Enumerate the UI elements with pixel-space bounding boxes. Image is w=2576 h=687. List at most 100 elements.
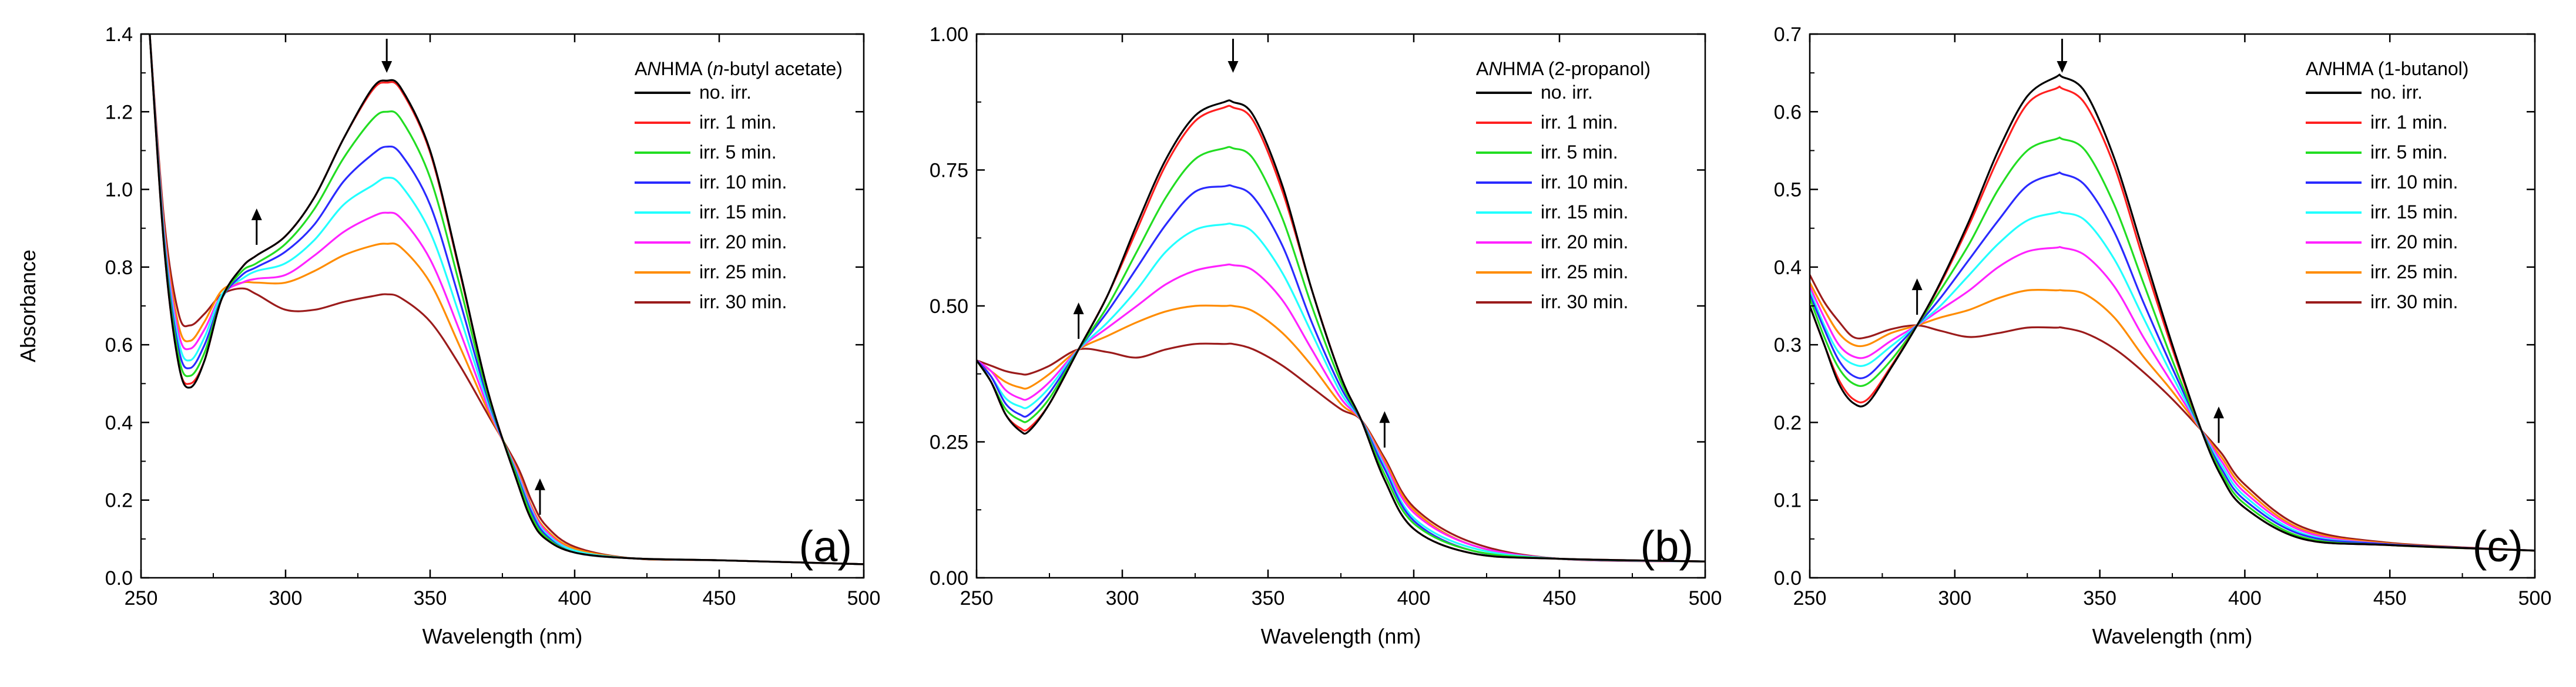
series-line-0: [1810, 73, 2535, 552]
arrow-down-icon: [2057, 39, 2068, 73]
series-line-7: [1810, 274, 2535, 552]
series-line-6: [1810, 282, 2535, 552]
legend-label: irr. 5 min.: [2370, 142, 2448, 163]
legend-label: irr. 1 min.: [2370, 112, 2448, 133]
x-tick-label: 400: [2228, 587, 2262, 609]
legend-label: irr. 1 min.: [1541, 112, 1618, 133]
x-axis: 250 300 350 400 450 500: [960, 34, 1722, 609]
arrow-up-icon: [534, 478, 545, 515]
y-tick-label: 1.0: [105, 179, 133, 201]
y-tick-label: 0.4: [105, 412, 133, 434]
legend-label: irr. 5 min.: [1541, 142, 1618, 163]
series-line-4: [149, 34, 864, 565]
series-line-7: [149, 34, 864, 565]
series-line-0: [149, 34, 864, 565]
arrow-down-icon: [381, 39, 393, 73]
x-tick-label: 300: [269, 587, 303, 609]
x-tick-label: 500: [2518, 587, 2552, 609]
legend-label: irr. 10 min.: [2370, 171, 2458, 193]
y-tick-label: 0.6: [105, 334, 133, 356]
series-line-3: [977, 184, 1705, 563]
legend-title: ANHMA (1-butanol): [2306, 58, 2468, 79]
y-tick-label: 0.75: [930, 160, 968, 182]
y-tick-label: 0.8: [105, 257, 133, 279]
y-tick-label: 0.5: [1774, 179, 1802, 201]
arrow-up-icon: [1911, 278, 1923, 315]
y-tick-label: 0.25: [930, 432, 968, 454]
legend-label: no. irr.: [2370, 82, 2423, 103]
x-tick-label: 350: [2083, 587, 2117, 609]
series-line-2: [977, 146, 1705, 563]
legend-label: irr. 25 min.: [699, 261, 787, 282]
series-line-2: [1810, 136, 2535, 552]
arrow-up-icon: [1073, 302, 1084, 339]
legend-label: irr. 15 min.: [699, 201, 787, 223]
x-tick-label: 250: [960, 587, 994, 609]
legend-label: no. irr.: [699, 82, 752, 103]
legend-label: irr. 20 min.: [2370, 231, 2458, 252]
x-tick-label: 250: [125, 587, 158, 609]
y-tick-label: 0.1: [1774, 490, 1802, 512]
x-tick-label: 300: [1106, 587, 1139, 609]
legend-title: ANHMA (n-butyl acetate): [635, 58, 843, 79]
legend-label: irr. 10 min.: [1541, 171, 1628, 193]
series-line-5: [1810, 245, 2535, 552]
y-tick-label: 0.6: [1774, 101, 1802, 123]
arrows: [251, 39, 545, 515]
arrow-up-icon: [1379, 411, 1390, 448]
y-tick-label: 0.2: [105, 490, 133, 512]
legend-label: irr. 30 min.: [2370, 291, 2458, 312]
x-tick-label: 350: [414, 587, 447, 609]
y-tick-label: 0.2: [1774, 412, 1802, 434]
legend: ANHMA (2-propanol) no. irr. irr. 1 min. irr…: [1476, 58, 1651, 312]
x-axis-title: Wavelength (nm): [1261, 624, 1421, 648]
y-tick-label: 1.4: [105, 23, 133, 46]
x-axis-title: Wavelength (nm): [2092, 624, 2253, 648]
series-lines: [1810, 73, 2535, 552]
series-line-7: [977, 342, 1705, 563]
legend-label: irr. 30 min.: [699, 291, 787, 312]
y-tick-label: 0.0: [1774, 567, 1802, 590]
series-line-4: [1810, 211, 2535, 552]
panel-c: 250 300 350 400 450 500 Wavelength (nm) 0.0 0.1 0…: [1774, 23, 2552, 648]
panel-b: 250 300 350 400 450 500 Wavelength (nm) 0.00 0.2…: [930, 23, 1722, 648]
y-tick-label: 0.7: [1774, 23, 1802, 46]
legend-label: irr. 15 min.: [2370, 201, 2458, 223]
arrows: [1911, 39, 2224, 443]
x-axis: 250 300 350 400 450 500: [1793, 34, 2552, 609]
y-axis: 0.00 0.25 0.50 0.75 1.00: [930, 23, 1705, 590]
series-line-4: [977, 223, 1705, 563]
arrow-up-icon: [251, 208, 262, 245]
legend-label: irr. 25 min.: [1541, 261, 1628, 282]
y-tick-label: 0.50: [930, 295, 968, 318]
legend-label: irr. 5 min.: [699, 142, 777, 163]
arrows: [1073, 39, 1390, 448]
series-lines: [149, 34, 864, 565]
series-line-3: [1810, 171, 2535, 552]
legend-label: irr. 10 min.: [699, 171, 787, 193]
legend: ANHMA (n-butyl acetate) no. irr. irr. 1 mi…: [635, 58, 843, 312]
x-tick-label: 250: [1793, 587, 1827, 609]
legend-label: no. irr.: [1541, 82, 1593, 103]
panel-tag: (b): [1641, 522, 1693, 571]
y-axis: 0.0 0.1 0.2 0.3 0.4 0.5 0.6 0.7: [1774, 23, 2535, 590]
arrow-up-icon: [2213, 406, 2224, 443]
legend-label: irr. 1 min.: [699, 112, 777, 133]
series-line-6: [149, 34, 864, 565]
x-tick-label: 450: [703, 587, 736, 609]
legend-label: irr. 25 min.: [2370, 261, 2458, 282]
y-tick-label: 1.2: [105, 101, 133, 123]
arrow-down-icon: [1227, 39, 1239, 73]
y-tick-label: 1.00: [930, 23, 968, 46]
x-tick-label: 300: [1938, 587, 1971, 609]
x-tick-label: 400: [558, 587, 592, 609]
series-lines: [977, 99, 1705, 563]
y-axis: 0.0 0.2 0.4 0.6 0.8 1.0 1.2 1.4: [105, 23, 864, 590]
series-line-5: [977, 263, 1705, 563]
legend-title: ANHMA (2-propanol): [1476, 58, 1651, 79]
y-tick-label: 0.0: [105, 567, 133, 590]
legend-label: irr. 30 min.: [1541, 291, 1628, 312]
x-tick-label: 450: [2373, 587, 2407, 609]
